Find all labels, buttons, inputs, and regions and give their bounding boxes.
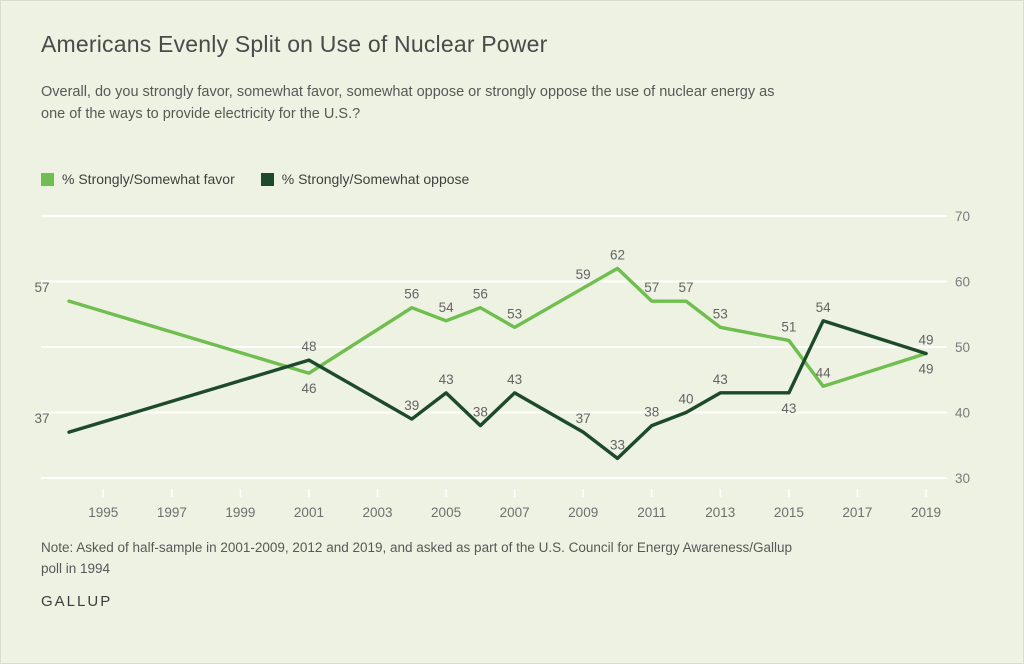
point-label: 49: [918, 333, 933, 348]
point-label: 56: [404, 287, 419, 302]
y-axis-label: 50: [955, 340, 970, 355]
x-axis-label: 1995: [88, 505, 118, 520]
point-label: 43: [439, 372, 454, 387]
x-axis-label: 2005: [431, 505, 461, 520]
point-label: 39: [404, 398, 419, 413]
point-label: 56: [473, 287, 488, 302]
point-label: 53: [713, 306, 728, 321]
chart-svg: 30 40 50 60 70 1995 1997 1999 2001 2003 2005 2007 20…: [34, 209, 970, 520]
x-axis-label: 2003: [362, 505, 392, 520]
point-label: 57: [679, 280, 694, 295]
point-label: 49: [918, 362, 933, 377]
x-axis-label: 2013: [705, 505, 735, 520]
chart-subtitle: Overall, do you strongly favor, somewhat…: [41, 84, 775, 122]
legend-swatch-oppose-icon: [260, 172, 274, 186]
x-axis-label: 2019: [911, 505, 941, 520]
legend-swatch-favor-icon: [41, 172, 54, 186]
page-title: Americans Evenly Split on Use of Nuclear…: [41, 31, 548, 57]
point-label: 57: [644, 280, 659, 295]
point-label: 48: [301, 339, 316, 354]
point-label: 53: [507, 306, 522, 321]
x-axis-label: 2011: [637, 505, 666, 520]
x-axis-label: 2001: [294, 505, 324, 520]
point-label: 46: [301, 381, 316, 396]
series-line-oppose: [67, 319, 928, 461]
legend-item-favor: % Strongly/Somewhat favor: [41, 171, 235, 187]
point-label: 62: [610, 247, 625, 262]
point-label: 38: [473, 405, 488, 420]
point-label: 40: [679, 392, 694, 407]
x-axis-label: 2009: [568, 505, 598, 520]
legend-item-oppose: % Strongly/Somewhat oppose: [260, 171, 470, 187]
point-label: 51: [781, 319, 796, 334]
y-axis-label: 70: [955, 209, 970, 224]
point-label: 43: [507, 372, 522, 387]
point-label: 37: [576, 411, 591, 426]
x-axis-label: 2015: [774, 505, 804, 520]
legend-label-favor: % Strongly/Somewhat favor: [62, 171, 235, 187]
point-label: 43: [781, 401, 796, 416]
point-label: 54: [816, 300, 832, 315]
y-axis-label: 30: [955, 471, 970, 486]
series-line-favor: [67, 266, 928, 389]
point-label: 59: [576, 267, 591, 282]
point-label: 33: [610, 437, 625, 452]
point-label: 57: [34, 280, 49, 295]
point-label: 44: [816, 365, 832, 380]
gallup-logo: GALLUP: [41, 593, 113, 610]
point-label: 38: [644, 405, 659, 420]
point-label: 37: [34, 411, 49, 426]
legend: % Strongly/Somewhat favor % Strongly/Som…: [41, 171, 469, 187]
x-axis-label: 1997: [157, 505, 187, 520]
x-axis-label: 2017: [842, 505, 872, 520]
legend-label-oppose: % Strongly/Somewhat oppose: [281, 171, 470, 187]
point-label: 54: [439, 300, 455, 315]
y-axis-label: 40: [955, 406, 970, 421]
point-label: 43: [713, 372, 728, 387]
x-axis-label: 1999: [225, 505, 255, 520]
chart-note: Note: Asked of half-sample in 2001-2009,…: [41, 540, 792, 576]
y-axis-label: 60: [955, 275, 970, 290]
x-axis-label: 2007: [500, 505, 530, 520]
